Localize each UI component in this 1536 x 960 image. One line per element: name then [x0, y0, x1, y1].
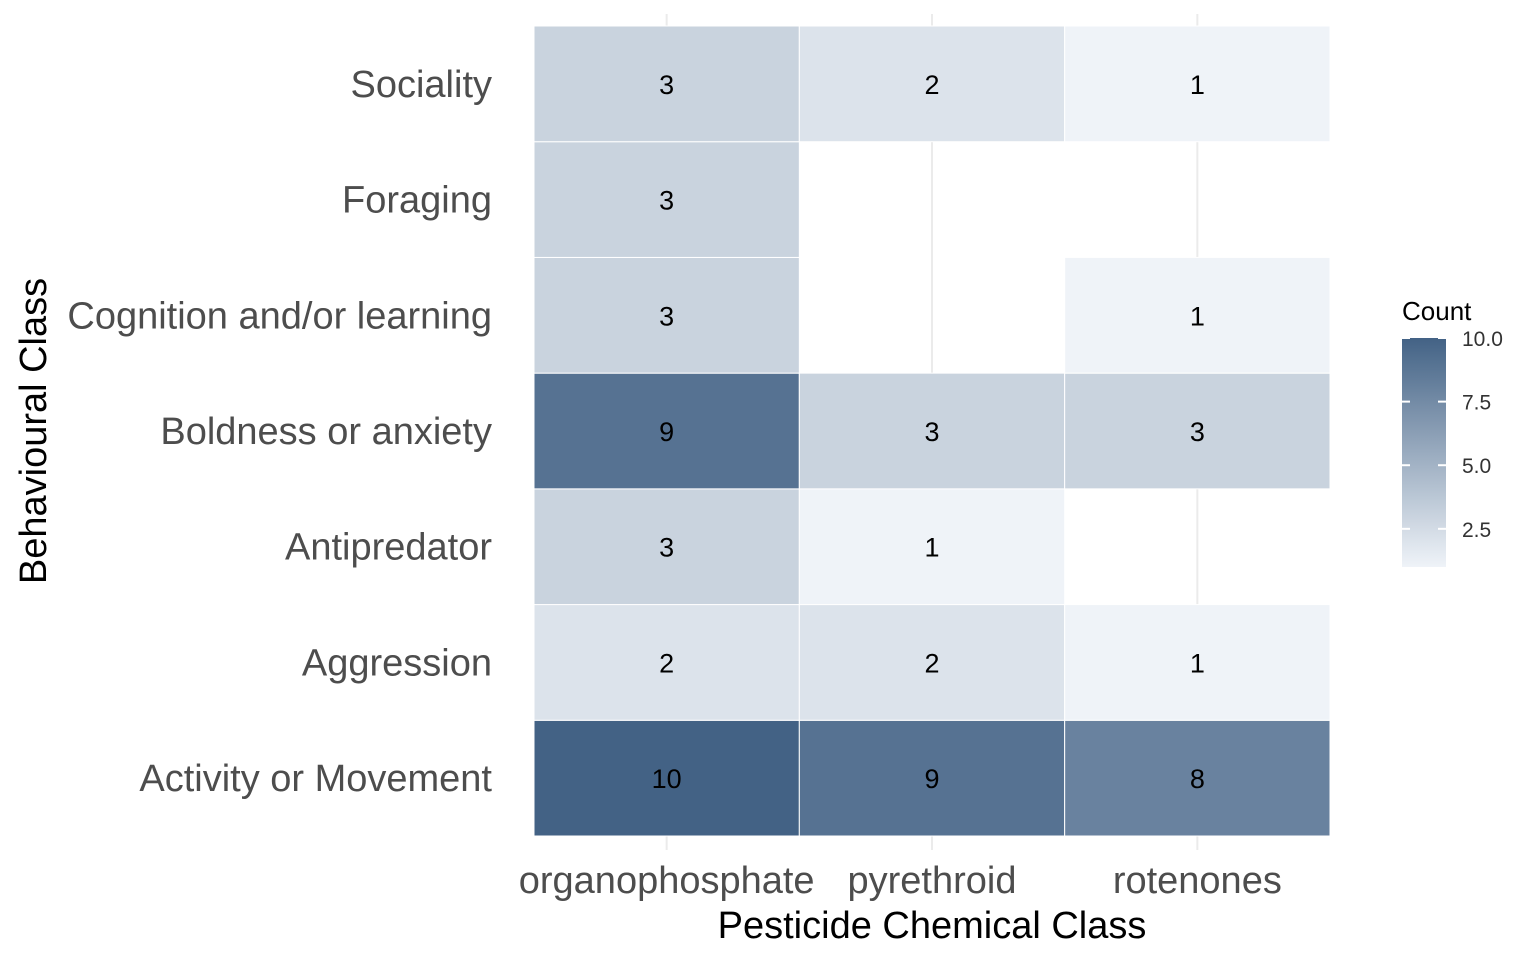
cell-value-label: 3: [924, 417, 939, 447]
x-axis-title: Pesticide Chemical Class: [718, 905, 1147, 947]
cell-value-label: 9: [924, 764, 939, 794]
legend: Count 2.5 5.0 7.5 10.0: [1402, 296, 1503, 567]
heatmap-cell: [533, 372, 800, 490]
y-tick-label: Foraging: [342, 180, 492, 222]
heatmap-cell: [1064, 25, 1331, 143]
legend-tick-label: 10.0: [1462, 328, 1503, 351]
x-axis-ticks: organophosphate pyrethroid rotenones: [519, 860, 1282, 902]
cell-value-label: 3: [659, 533, 674, 563]
y-tick-label: Activity or Movement: [139, 758, 492, 800]
heatmap-cell: [533, 488, 800, 606]
heatmap-cell: [798, 488, 1066, 606]
cell-value-label: 2: [924, 648, 939, 678]
heatmap-cell: [1064, 256, 1331, 374]
y-tick-label: Sociality: [351, 64, 493, 106]
heatmap-cell: [533, 25, 800, 143]
heatmap-cell: [1064, 719, 1331, 837]
cell-value-label: 2: [659, 648, 674, 678]
heatmap-cell: [1064, 372, 1331, 490]
y-axis-ticks: Activity or Movement Aggression Antipredat…: [67, 64, 492, 800]
y-axis-title: Behavioural Class: [13, 278, 55, 584]
cell-labels: 10 9 8 2 2 1 3 1 9 3 3 3 1 3 3 2 1: [652, 70, 1205, 794]
cell-value-label: 3: [1190, 417, 1205, 447]
cell-value-label: 3: [659, 301, 674, 331]
heatmap-cell: [533, 719, 800, 837]
heatmap-cell: [533, 141, 800, 258]
x-tick-label: pyrethroid: [848, 860, 1017, 902]
cell-value-label: 3: [659, 70, 674, 100]
legend-title: Count: [1402, 296, 1472, 326]
cell-value-label: 1: [1190, 70, 1205, 100]
heatmap-cell: [798, 25, 1066, 143]
heatmap-cell: [1064, 604, 1331, 721]
legend-tick-label: 7.5: [1462, 392, 1491, 415]
heatmap-cell: [533, 604, 800, 721]
cell-value-label: 2: [924, 70, 939, 100]
heatmap-cells: [533, 25, 1331, 837]
cell-value-label: 1: [1190, 301, 1205, 331]
heatmap-cell: [798, 372, 1066, 490]
x-tick-label: organophosphate: [519, 860, 815, 902]
heatmap-cell: [533, 256, 800, 374]
legend-tick-label: 2.5: [1462, 519, 1491, 542]
legend-colorbar: [1402, 338, 1446, 567]
cell-value-label: 10: [652, 764, 682, 794]
legend-tick-label: 5.0: [1462, 455, 1491, 478]
y-tick-label: Boldness or anxiety: [160, 411, 492, 453]
x-tick-label: rotenones: [1113, 860, 1282, 902]
y-tick-label: Aggression: [302, 642, 492, 684]
cell-value-label: 3: [659, 186, 674, 216]
heatmap-cell: [798, 604, 1066, 721]
y-tick-label: Antipredator: [285, 527, 492, 569]
cell-value-label: 1: [1190, 648, 1205, 678]
y-tick-label: Cognition and/or learning: [67, 295, 492, 337]
legend-ticks: 2.5 5.0 7.5 10.0: [1402, 328, 1503, 542]
cell-value-label: 9: [659, 417, 674, 447]
cell-value-label: 8: [1190, 764, 1205, 794]
cell-value-label: 1: [924, 533, 939, 563]
